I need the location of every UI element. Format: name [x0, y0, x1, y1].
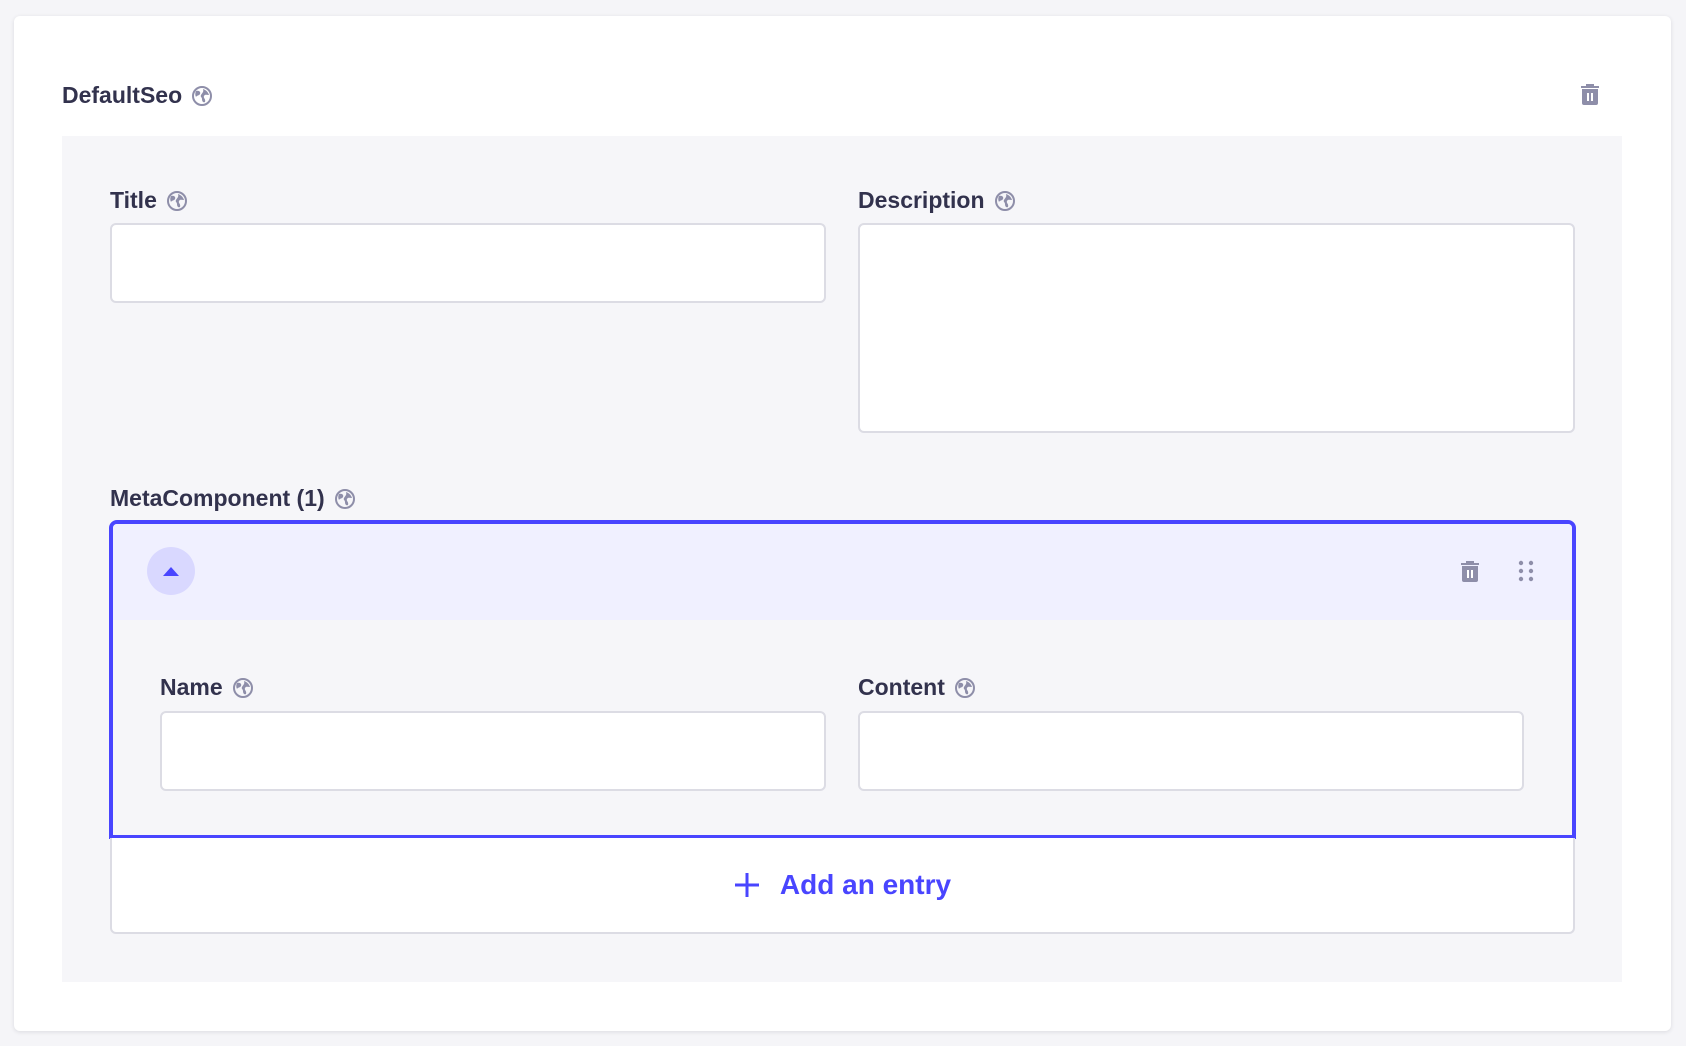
title-input[interactable] [110, 223, 826, 303]
collapse-toggle-button[interactable] [147, 547, 195, 595]
content-label: Content [858, 674, 975, 701]
drag-handle-icon[interactable] [1518, 560, 1534, 582]
description-textarea[interactable] [858, 223, 1575, 433]
meta-entry-header[interactable] [113, 524, 1572, 620]
globe-icon [335, 489, 355, 509]
globe-icon [995, 191, 1015, 211]
name-input[interactable] [160, 711, 826, 791]
delete-component-trash-icon[interactable] [1580, 82, 1600, 106]
plus-icon [734, 873, 759, 897]
title-label-text: Title [110, 187, 157, 213]
add-entry-button[interactable]: Add an entry [110, 838, 1575, 934]
delete-entry-trash-icon[interactable] [1460, 559, 1480, 583]
component-title: DefaultSeo [62, 82, 183, 108]
meta-entry: Name Content [109, 520, 1576, 839]
content-label-text: Content [858, 674, 945, 700]
globe-icon [167, 191, 187, 211]
description-label: Description [858, 187, 1015, 214]
component-header: DefaultSeo [62, 82, 212, 109]
title-label: Title [110, 187, 187, 214]
name-label: Name [160, 674, 253, 701]
caret-up-icon [163, 566, 179, 576]
name-label-text: Name [160, 674, 223, 700]
description-label-text: Description [858, 187, 985, 213]
content-input[interactable] [858, 711, 1524, 791]
add-entry-label: Add an entry [779, 869, 952, 900]
metacomponent-label-text: MetaComponent (1) [110, 485, 325, 511]
globe-icon [955, 678, 975, 698]
globe-icon [233, 678, 253, 698]
metacomponent-label: MetaComponent (1) [110, 485, 355, 512]
globe-icon [192, 86, 212, 106]
